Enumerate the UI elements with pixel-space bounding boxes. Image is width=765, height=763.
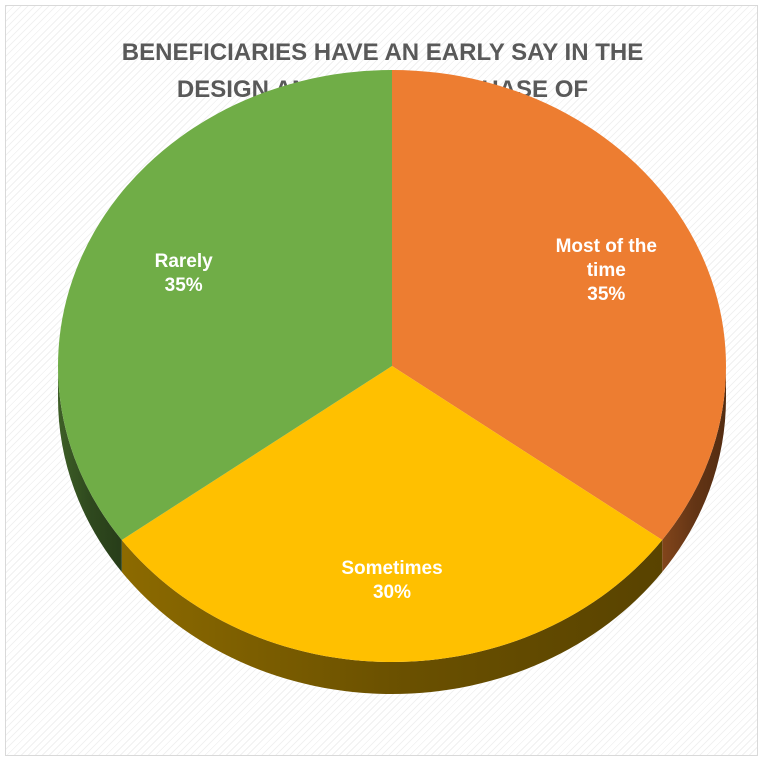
pie-side-sometimes bbox=[121, 539, 663, 694]
data-label-percent: 35% bbox=[165, 275, 203, 296]
pie-side-most-of-the-time bbox=[662, 366, 726, 572]
pie-slice-most-of-the-time bbox=[392, 70, 726, 540]
data-label-category: time bbox=[587, 260, 626, 281]
pie-top-faces bbox=[57, 70, 726, 662]
pie-slice-rarely bbox=[57, 70, 392, 540]
data-label-category: Sometimes bbox=[341, 558, 442, 579]
data-label-rarely: Rarely 35% bbox=[155, 251, 214, 296]
chart-frame: BENEFICIARIES HAVE AN EARLY SAY IN THE D… bbox=[5, 5, 758, 756]
chart-title-line-1: BENEFICIARIES HAVE AN EARLY SAY IN THE bbox=[121, 39, 644, 66]
data-label-most-of-the-time: Most of the time 35% bbox=[556, 236, 657, 305]
data-label-category: Most of the bbox=[556, 236, 657, 257]
data-label-percent: 30% bbox=[373, 582, 411, 603]
pie-chart: Most of the time 35% Sometimes 30% Rarely 35% bbox=[57, 70, 726, 694]
pie-side-walls bbox=[58, 366, 726, 694]
data-label-percent: 35% bbox=[587, 284, 625, 305]
pie-side-rarely bbox=[58, 366, 122, 572]
pie-slice-sometimes bbox=[121, 366, 663, 662]
data-label-category: Rarely bbox=[155, 251, 214, 272]
pie-labels: Most of the time 35% Sometimes 30% Rarely 35% bbox=[155, 236, 657, 603]
data-label-sometimes: Sometimes 30% bbox=[341, 558, 442, 603]
